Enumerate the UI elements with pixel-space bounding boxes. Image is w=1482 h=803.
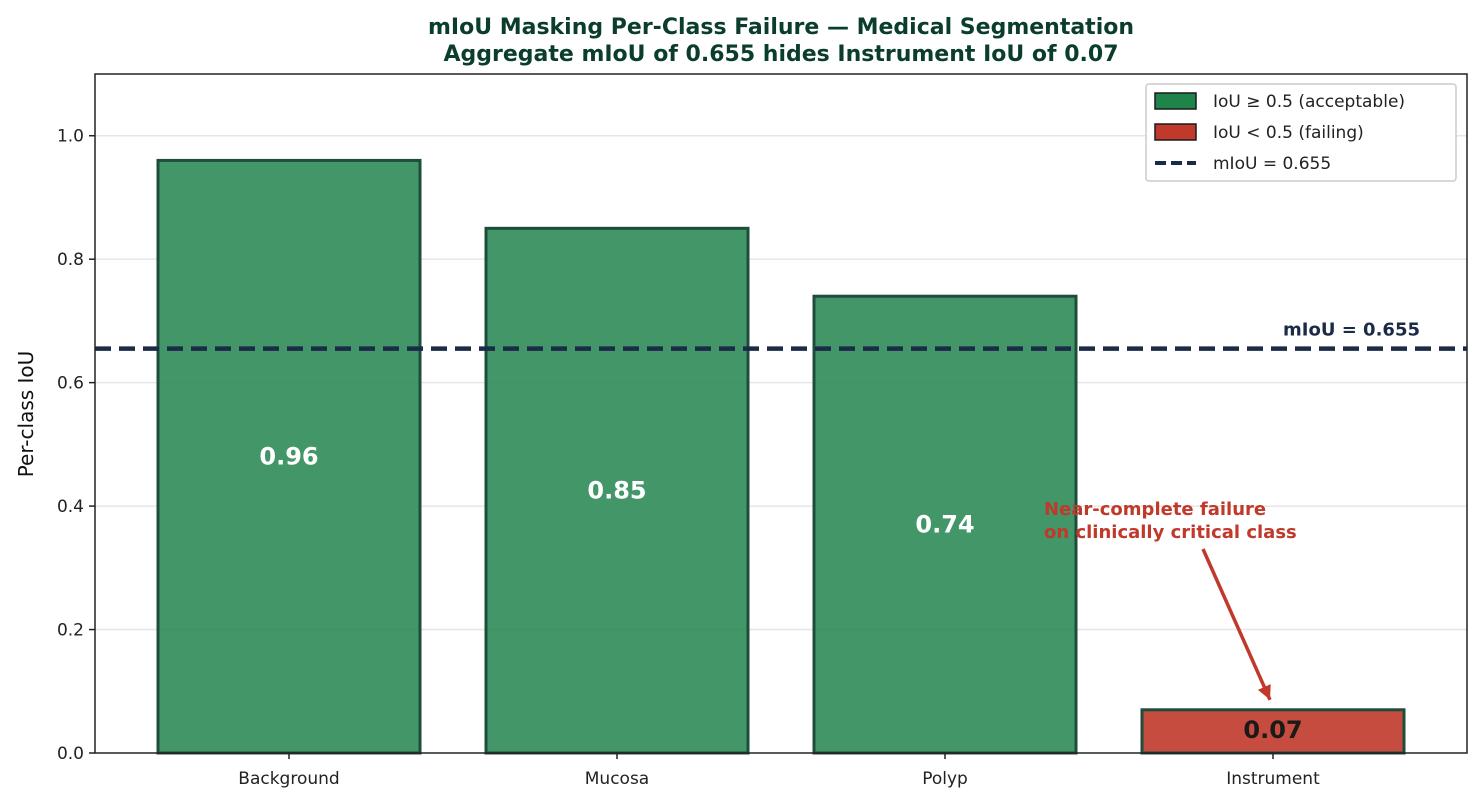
x-axis: Background Mucosa Polyp Instrument: [238, 753, 1320, 789]
bar-background: [156, 158, 422, 755]
plot-frame: [94, 73, 1468, 754]
legend-box: [1145, 83, 1457, 182]
mean-line-label: mIoU = 0.655: [1283, 320, 1420, 341]
mean-line-group: mIoU = 0.655: [95, 320, 1467, 351]
legend-swatch-1: [1154, 123, 1197, 141]
bar-instrument: [1140, 708, 1406, 755]
y-tick-label-0: 0.0: [57, 744, 84, 764]
y-tick-label-4: 0.8: [57, 250, 84, 270]
legend-label-2: mIoU = 0.655: [1213, 154, 1331, 174]
chart-subtitle: Aggregate mIoU of 0.655 hides Instrument…: [443, 42, 1118, 67]
annotation-text-line-1: on clinically critical class: [1044, 522, 1297, 543]
annotation-arrow-shaft: [1201, 548, 1272, 701]
y-tick-label-3: 0.6: [57, 374, 84, 394]
y-axis-label: Per-class IoU: [14, 351, 38, 478]
bar-polyp: [812, 294, 1078, 755]
bar-value-label-instrument: 0.07: [1243, 716, 1302, 744]
y-tick-label-5: 1.0: [57, 127, 84, 147]
legend: IoU ≥ 0.5 (acceptable) IoU < 0.5 (failing…: [1145, 83, 1457, 182]
bars: [156, 158, 1406, 755]
bar-value-labels: 0.96 0.85 0.74 0.07: [259, 443, 1302, 744]
x-tick-label-instrument: Instrument: [1226, 769, 1320, 789]
bar-value-label-polyp: 0.74: [915, 511, 974, 539]
legend-label-0: IoU ≥ 0.5 (acceptable): [1213, 92, 1405, 112]
x-tick-label-polyp: Polyp: [922, 769, 968, 789]
y-axis: 0.0 0.2 0.4 0.6 0.8 1.0: [57, 127, 95, 764]
bar-value-label-mucosa: 0.85: [587, 477, 646, 505]
annotation-arrow-head: [1257, 684, 1271, 700]
y-tick-label-1: 0.2: [57, 621, 84, 641]
bar-value-label-background: 0.96: [259, 443, 318, 471]
x-tick-label-mucosa: Mucosa: [585, 769, 649, 789]
chart-title: mIoU Masking Per-Class Failure — Medical…: [428, 15, 1134, 40]
legend-swatch-0: [1154, 92, 1197, 110]
x-tick-label-background: Background: [238, 769, 339, 789]
legend-label-1: IoU < 0.5 (failing): [1213, 123, 1364, 143]
y-tick-label-2: 0.4: [57, 497, 84, 517]
annotation-text-line-0: Near-complete failure: [1044, 499, 1266, 520]
